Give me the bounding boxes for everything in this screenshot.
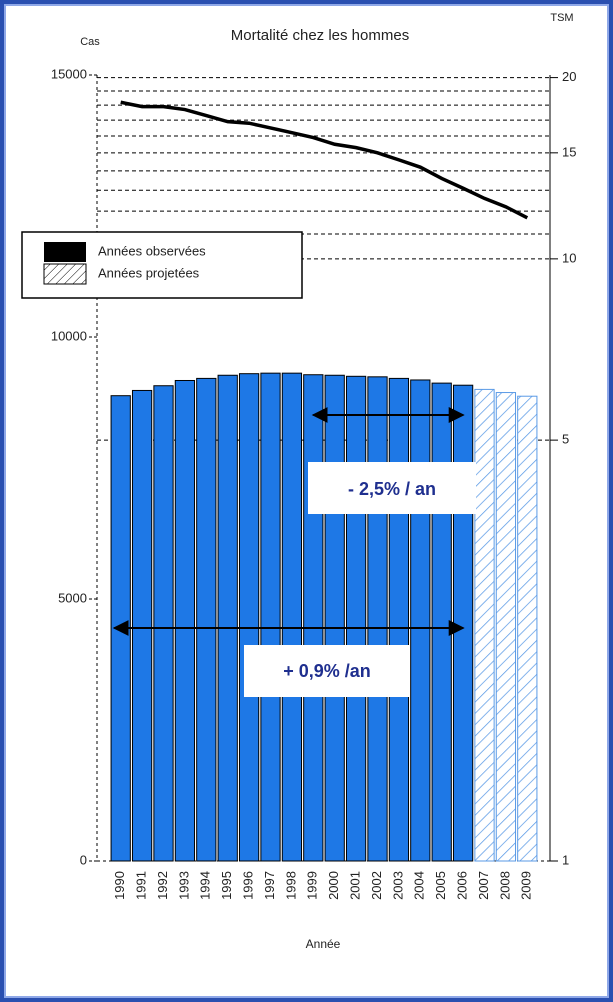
- x-tick-label: 1996: [241, 871, 256, 900]
- x-tick-label: 1998: [283, 871, 298, 900]
- x-tick-label: 1999: [305, 871, 320, 900]
- bar: [431, 382, 452, 862]
- legend-label: Années projetées: [98, 265, 200, 280]
- x-tick-label: 2006: [455, 871, 470, 900]
- x-tick-label: 2000: [326, 871, 341, 900]
- y2-tick-label: 15: [562, 144, 576, 159]
- x-axis-label: Année: [306, 937, 341, 951]
- bar: [324, 374, 345, 862]
- x-tick-label: 1993: [176, 871, 191, 900]
- chart-title: Mortalité chez les hommes: [231, 27, 409, 44]
- bar: [388, 377, 410, 862]
- x-tick-label: 2001: [348, 871, 363, 900]
- x-tick-label: 2007: [476, 871, 491, 900]
- x-tick-label: 2009: [519, 871, 534, 900]
- bar: [367, 376, 388, 862]
- bar: [517, 395, 538, 862]
- y2-tick-label: 20: [562, 69, 576, 84]
- bar: [410, 379, 431, 862]
- y2-tick-label: 10: [562, 250, 576, 265]
- y-tick-label: 10000: [51, 328, 87, 343]
- bar: [238, 373, 260, 862]
- bar: [153, 385, 174, 862]
- bar: [131, 389, 153, 862]
- bar: [495, 392, 517, 862]
- x-tick-label: 2002: [369, 871, 384, 900]
- x-tick-label: 1995: [219, 871, 234, 900]
- y-tick-label: 0: [80, 852, 87, 867]
- legend-swatch: [43, 263, 87, 285]
- y-tick-label: 15000: [51, 66, 87, 81]
- bar: [452, 384, 474, 862]
- bar: [217, 374, 238, 862]
- y2-tick-label: 1: [562, 852, 569, 867]
- x-tick-label: 2003: [390, 871, 405, 900]
- x-tick-label: 2005: [433, 871, 448, 900]
- annotation-box: [244, 645, 410, 697]
- bar: [174, 379, 196, 862]
- annotation: + 0,9% /an: [283, 661, 371, 681]
- tsm-line: [120, 100, 529, 220]
- bar: [474, 388, 495, 862]
- x-tick-label: 1994: [198, 871, 213, 900]
- annotation-box: [308, 462, 476, 514]
- bar: [281, 372, 303, 862]
- legend-label: Années observées: [98, 243, 206, 258]
- y-axis-label: Cas: [80, 36, 100, 48]
- x-tick-label: 2008: [497, 871, 512, 900]
- y2-tick-label: 5: [562, 432, 569, 447]
- x-tick-label: 1990: [112, 871, 127, 900]
- legend-swatch: [44, 242, 86, 262]
- bar: [260, 372, 281, 862]
- bar: [196, 377, 217, 862]
- y-tick-label: 5000: [58, 590, 87, 605]
- x-tick-label: 2004: [412, 871, 427, 900]
- x-tick-label: 1992: [155, 871, 170, 900]
- bar: [303, 374, 324, 862]
- annotation: - 2,5% / an: [348, 479, 436, 499]
- x-tick-label: 1997: [262, 871, 277, 900]
- bar: [345, 375, 367, 862]
- x-tick-label: 1991: [134, 871, 149, 900]
- y2-axis-label: TSM: [550, 12, 573, 24]
